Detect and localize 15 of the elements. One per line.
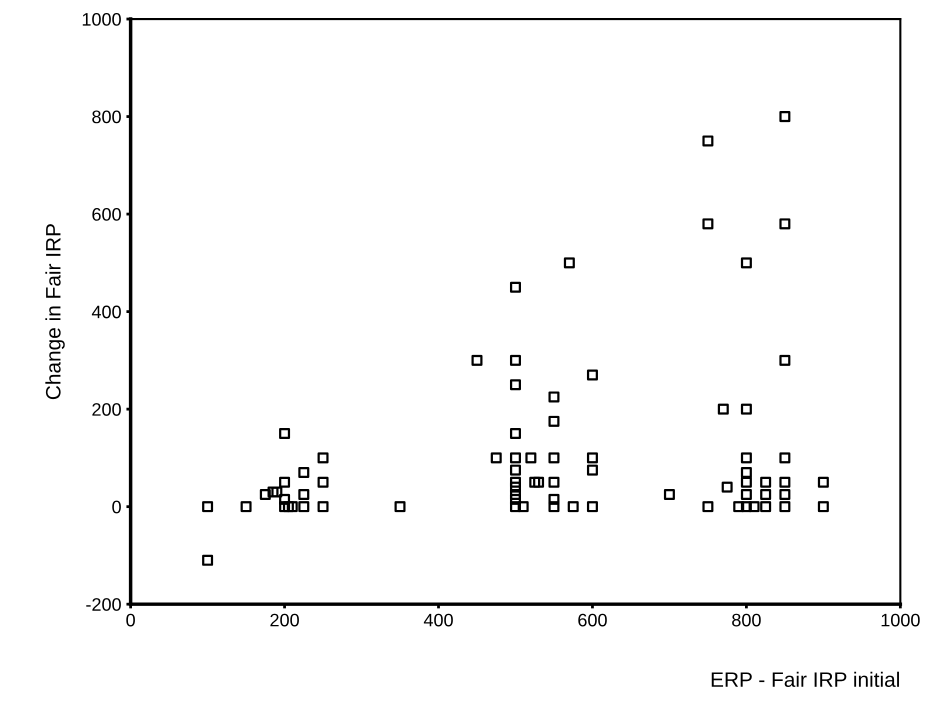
x-tick-label: 1000: [882, 614, 920, 626]
y-tick-label: 600: [92, 208, 121, 221]
x-tick-label: 800: [732, 614, 761, 626]
y-tick-label: 0: [112, 500, 121, 514]
x-tick-label: 400: [424, 614, 453, 626]
y-tick-label: 400: [92, 306, 121, 318]
y-axis-title: Change in Fair IRP: [45, 224, 65, 400]
x-axis-title: ERP - Fair IRP initial: [712, 672, 899, 688]
x-tick-label: 200: [270, 614, 299, 626]
x-tick-label: 600: [578, 614, 607, 626]
y-tick-label: -200: [86, 598, 121, 611]
x-tick-label: 0: [126, 614, 135, 626]
y-tick-label: 200: [92, 403, 121, 416]
y-tick-label: 1000: [82, 12, 121, 26]
y-tick-label: 800: [92, 110, 121, 124]
